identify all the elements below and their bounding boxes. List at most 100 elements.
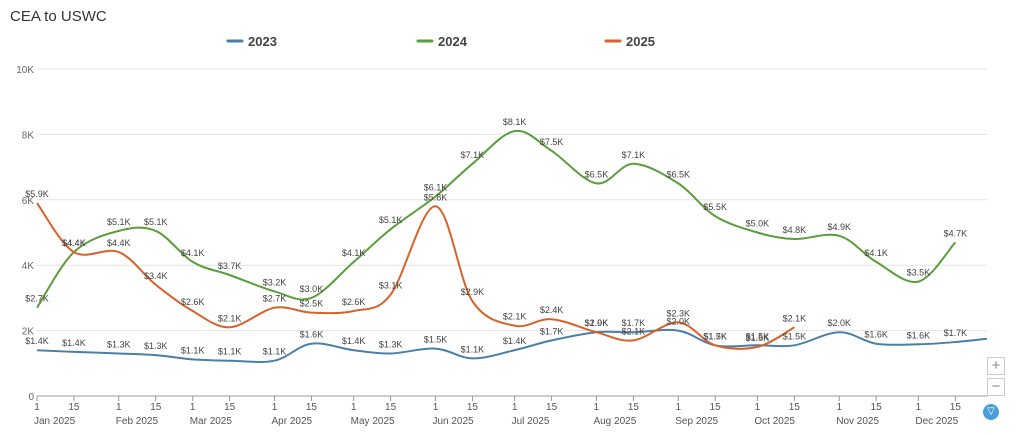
y-tick-label: 10K bbox=[16, 65, 34, 76]
data-label: $2.1K bbox=[503, 312, 527, 322]
data-label: $1.7K bbox=[703, 331, 727, 341]
x-month-label: Feb 2025 bbox=[116, 416, 159, 427]
y-axis: 0 2K 4K 6K 8K 10K bbox=[16, 65, 34, 403]
data-label: $5.1K bbox=[379, 215, 403, 225]
data-label: $5.9K bbox=[25, 189, 49, 199]
zoom-in-button[interactable]: + bbox=[987, 357, 1005, 375]
data-label: $1.5K bbox=[424, 335, 448, 345]
data-label: $2.5K bbox=[300, 299, 324, 309]
data-label: $1.7K bbox=[944, 328, 968, 338]
data-label: $7.1K bbox=[461, 150, 485, 160]
data-label: $1.6K bbox=[864, 330, 888, 340]
data-label: $7.5K bbox=[540, 137, 564, 147]
x-tick-label: 15 bbox=[789, 402, 801, 413]
data-labels: $1.4K $1.4K $1.3K $1.3K $1.1K $1.1K $1.1K $1.6K… bbox=[25, 117, 967, 357]
data-label: $2.7K bbox=[263, 294, 287, 304]
data-label: $3.5K bbox=[907, 268, 931, 278]
data-label: $2.6K bbox=[342, 297, 366, 307]
data-label: $4.4K bbox=[107, 238, 131, 248]
y-tick-label: 0 bbox=[28, 392, 34, 403]
legend-label-2024: 2024 bbox=[438, 34, 468, 49]
x-month-label: Jun 2025 bbox=[432, 416, 474, 427]
data-label: $1.9K bbox=[585, 318, 609, 328]
data-label: $1.4K bbox=[342, 336, 366, 346]
x-tick-label: 15 bbox=[628, 402, 640, 413]
data-label: $5.8K bbox=[424, 192, 448, 202]
data-label: $1.7K bbox=[540, 326, 564, 336]
data-label: $8.1K bbox=[503, 117, 527, 127]
data-label: $4.8K bbox=[783, 225, 807, 235]
y-tick-label: 8K bbox=[22, 130, 35, 141]
x-tick-label: 1 bbox=[836, 402, 842, 413]
x-month-label: Jan 2025 bbox=[34, 416, 76, 427]
data-label: $2.0K bbox=[827, 318, 851, 328]
data-label: $1.3K bbox=[107, 339, 131, 349]
x-month-label: Aug 2025 bbox=[593, 416, 636, 427]
data-label: $2.4K bbox=[540, 305, 564, 315]
data-label: $4.4K bbox=[62, 238, 86, 248]
data-label: $1.1K bbox=[218, 347, 242, 357]
x-tick-label: 1 bbox=[916, 402, 922, 413]
data-label: $2.7K bbox=[25, 294, 49, 304]
legend-label-2023: 2023 bbox=[248, 34, 277, 49]
x-tick-label: 15 bbox=[150, 402, 162, 413]
x-tick-label: 1 bbox=[190, 402, 196, 413]
data-label: $4.7K bbox=[944, 228, 968, 238]
data-label: $1.5K bbox=[783, 331, 807, 341]
data-label: $1.1K bbox=[461, 344, 485, 354]
x-tick-label: 1 bbox=[675, 402, 681, 413]
data-label: $1.5K bbox=[746, 333, 770, 343]
x-tick-label: 15 bbox=[306, 402, 318, 413]
x-axis: 1 Jan 2025 15 1 Feb 2025 15 1 Mar 2025 15 1 Apr 20… bbox=[34, 396, 961, 427]
data-label: $3.4K bbox=[144, 271, 168, 281]
data-label: $1.4K bbox=[62, 338, 86, 348]
data-label: $5.1K bbox=[144, 217, 168, 227]
x-month-label: Apr 2025 bbox=[272, 416, 313, 427]
x-month-label: Jul 2025 bbox=[512, 416, 550, 427]
x-month-label: Dec 2025 bbox=[915, 416, 958, 427]
data-label: $3.1K bbox=[379, 281, 403, 291]
data-label: $1.5K bbox=[703, 331, 727, 341]
zoom-out-button[interactable]: − bbox=[987, 378, 1005, 396]
data-label: $3.7K bbox=[218, 261, 242, 271]
data-label: $2.1K bbox=[783, 313, 807, 323]
data-label: $5.0K bbox=[746, 219, 770, 229]
x-tick-label: 1 bbox=[34, 402, 40, 413]
data-label: $1.5K bbox=[746, 331, 770, 341]
data-label: $2.9K bbox=[461, 287, 485, 297]
data-label: $4.1K bbox=[864, 248, 888, 258]
data-label: $1.4K bbox=[25, 336, 49, 346]
x-tick-label: 1 bbox=[594, 402, 600, 413]
data-label: $2.1K bbox=[622, 326, 646, 336]
data-label: $4.9K bbox=[827, 222, 851, 232]
data-label: $1.1K bbox=[263, 347, 287, 357]
data-label: $2.6K bbox=[181, 297, 205, 307]
x-tick-label: 1 bbox=[272, 402, 278, 413]
data-label: $5.5K bbox=[703, 202, 727, 212]
x-tick-label: 1 bbox=[433, 402, 439, 413]
data-label: $2.3K bbox=[666, 308, 690, 318]
data-label: $2.0K bbox=[585, 318, 609, 328]
legend: 2023 2024 2025 bbox=[226, 34, 655, 49]
data-label: $3.0K bbox=[300, 284, 324, 294]
y-tick-label: 4K bbox=[22, 261, 35, 272]
filter-icon[interactable]: ▽ bbox=[983, 404, 999, 420]
y-tick-label: 6K bbox=[22, 196, 35, 207]
data-label: $1.3K bbox=[379, 339, 403, 349]
x-tick-label: 15 bbox=[385, 402, 397, 413]
x-tick-label: 15 bbox=[224, 402, 236, 413]
x-tick-label: 15 bbox=[871, 402, 883, 413]
data-label: $1.6K bbox=[907, 330, 931, 340]
x-month-label: May 2025 bbox=[351, 416, 395, 427]
x-tick-label: 15 bbox=[546, 402, 558, 413]
data-label: $1.3K bbox=[144, 341, 168, 351]
grid-lines bbox=[37, 68, 987, 397]
x-tick-label: 15 bbox=[710, 402, 722, 413]
x-month-label: Mar 2025 bbox=[190, 416, 233, 427]
chart-title: CEA to USWC bbox=[10, 8, 107, 25]
x-month-label: Sep 2025 bbox=[675, 416, 718, 427]
x-tick-label: 1 bbox=[512, 402, 518, 413]
legend-label-2025: 2025 bbox=[626, 34, 655, 49]
plot-area bbox=[36, 129, 988, 363]
